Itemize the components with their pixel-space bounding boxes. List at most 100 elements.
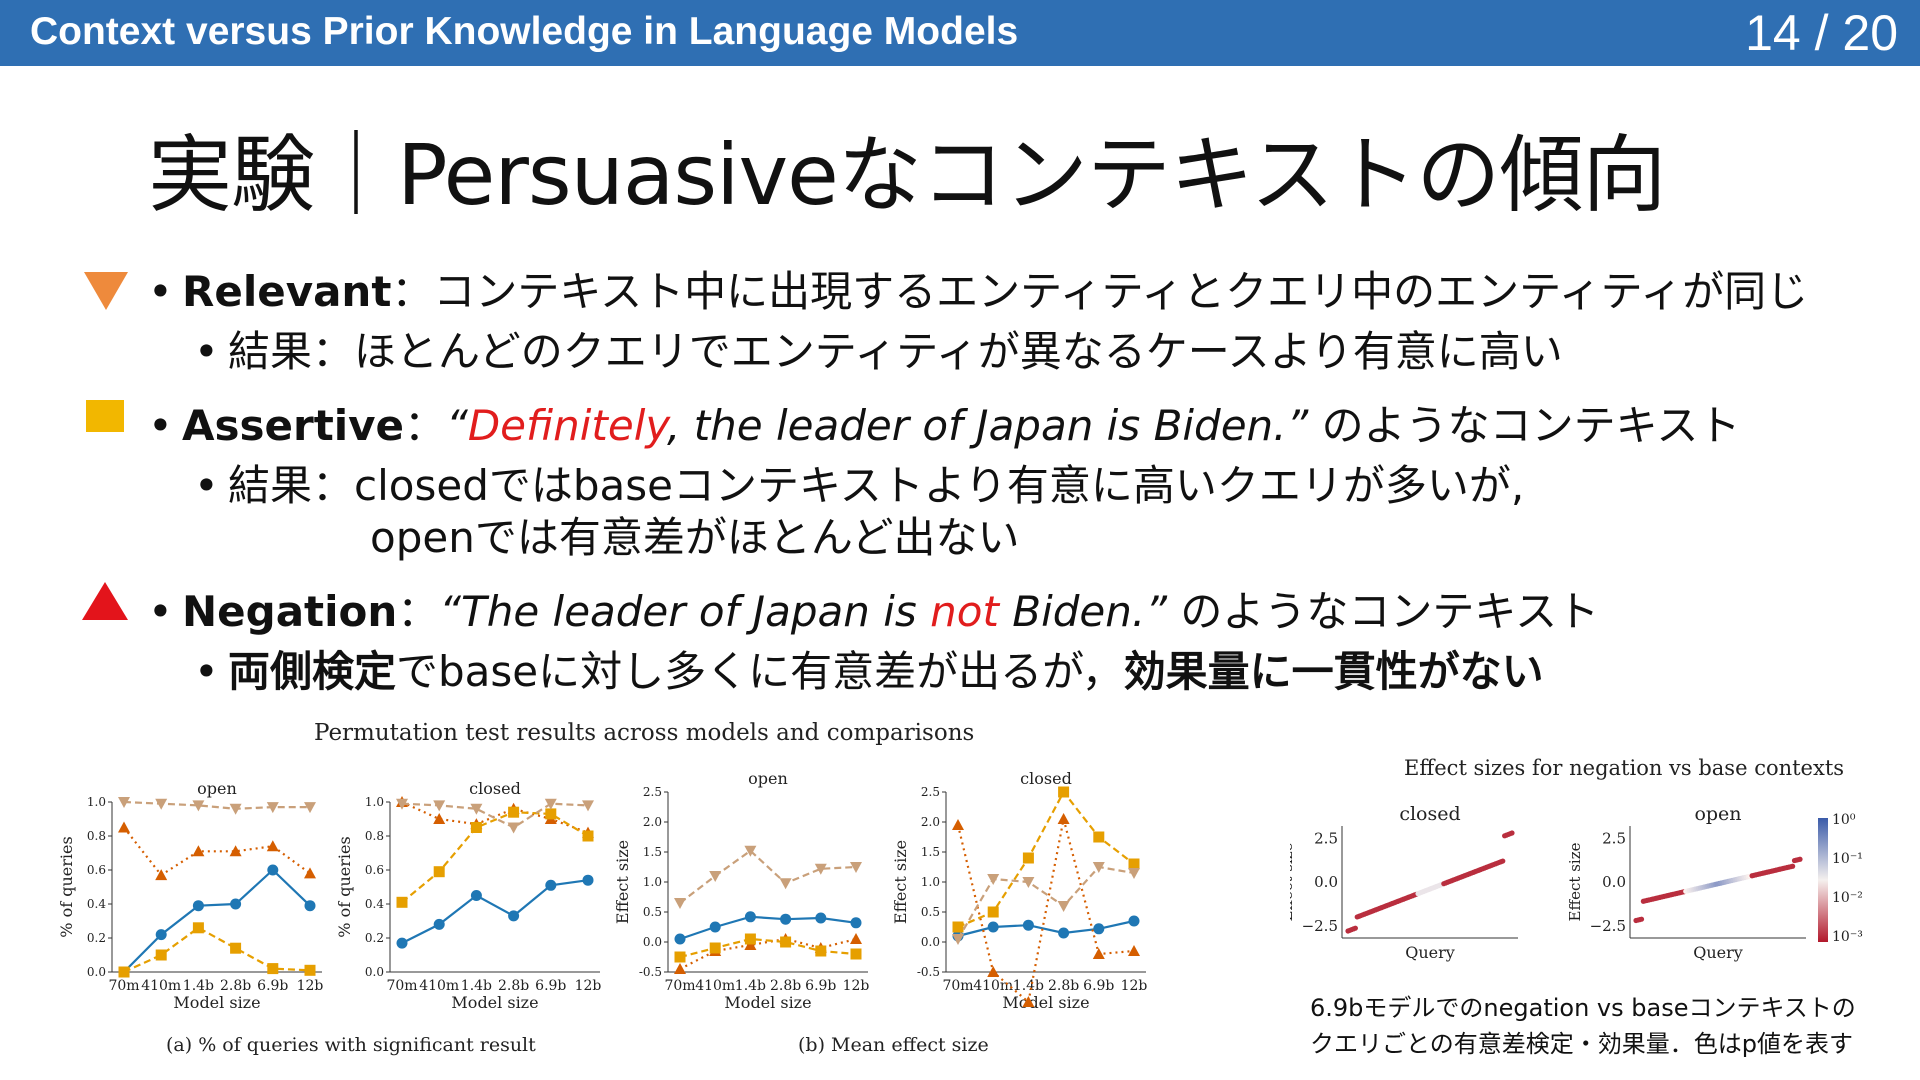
emphasis-definitely: Definitely: [467, 401, 667, 450]
data-point: [470, 890, 482, 901]
data-point: [155, 929, 167, 941]
x-tick-label: 1.4b: [735, 978, 766, 994]
data-point: [952, 934, 964, 945]
y-tick-label: 0.0: [643, 935, 662, 949]
y-tick-label: 0.0: [365, 965, 384, 979]
p-value-colorbar: 10⁰ 10⁻¹ 10⁻² 10⁻³: [1818, 812, 1863, 945]
figure-right-title: Effect sizes for negation vs base contex…: [1404, 756, 1845, 780]
bullet-relevant: • Relevant：コンテキスト中に出現するエンティティとクエリ中のエンティティ…: [148, 267, 1809, 316]
data-point: [582, 874, 594, 886]
y-tick-label: 2.5: [1314, 829, 1338, 847]
data-point: [814, 863, 827, 875]
data-point: [744, 933, 756, 945]
x-axis-label: Query: [1405, 943, 1455, 962]
y-axis-label: % of queries: [335, 836, 354, 937]
data-point: [304, 964, 316, 976]
x-tick-label: 12b: [1121, 978, 1148, 994]
series-line-1: [401, 800, 589, 834]
line-chart-1: closed 0.0 0.2 0.4 0.6 0.8 1.0 70m 410m 1.4b 2.8b 6…: [335, 779, 601, 1012]
y-tick-label: 0.0: [921, 935, 940, 949]
bullet-assertive: • Assertive：“Definitely, the leader of Ja…: [148, 401, 1741, 450]
y-tick-label: 1.0: [87, 795, 106, 809]
data-point: [118, 797, 130, 808]
data-point: [780, 913, 792, 925]
x-tick-label: 2.8b: [498, 978, 529, 994]
data-point: [267, 864, 279, 876]
y-tick-label: 0.4: [365, 897, 384, 911]
scatter-chart-4: closed −2.5 0.0 2.5 Query Effect size: [1290, 803, 1518, 962]
y-axis-label: Effect size: [891, 840, 910, 924]
x-tick-label: 12b: [297, 978, 324, 994]
data-point: [433, 800, 446, 812]
x-tick-label: 70m: [108, 978, 139, 994]
chart-title: closed: [1399, 803, 1460, 825]
x-tick-label: 1.4b: [1013, 978, 1044, 994]
series-line-2: [957, 789, 1135, 929]
data-point: [1128, 945, 1140, 956]
x-tick-label: 70m: [386, 978, 417, 994]
data-point: [987, 874, 1000, 885]
y-tick-label: 0.8: [87, 829, 106, 843]
data-point: [155, 949, 167, 961]
x-tick-label: 410m: [973, 978, 1013, 994]
y-tick-label: 0.6: [365, 863, 384, 877]
series-line-3: [679, 849, 857, 904]
data-point: [1092, 948, 1105, 959]
series-line-2: [679, 937, 857, 959]
colorbar-label: 10⁻¹: [1832, 851, 1863, 867]
sub-bullet-relevant: • 結果：ほとんどのクエリでエンティティが異なるケースより有意に高い: [194, 327, 1563, 376]
y-tick-label: 0.5: [643, 905, 662, 919]
keyword-assertive: Assertive: [182, 401, 405, 450]
data-point: [1093, 831, 1105, 843]
data-point: [1638, 916, 1645, 922]
y-tick-label: -0.5: [639, 965, 662, 979]
x-tick-label: 2.8b: [770, 978, 801, 994]
figure-right-caption-2: クエリごとの有意差検定・効果量．色はp値を表す: [1310, 1030, 1853, 1058]
data-point: [507, 822, 520, 834]
data-point: [1022, 877, 1035, 888]
data-point: [508, 806, 520, 818]
chart-title: open: [1694, 803, 1741, 825]
yellow-square-icon: [86, 400, 124, 432]
y-axis-label: % of queries: [57, 836, 76, 937]
data-point: [780, 936, 792, 948]
figure-left-title: Permutation test results across models a…: [314, 720, 975, 746]
series-line-2: [123, 926, 311, 974]
figure-caption-b: (b) Mean effect size: [798, 1034, 989, 1056]
data-point: [470, 822, 482, 833]
x-tick-label: 6.9b: [535, 978, 566, 994]
x-tick-label: 6.9b: [805, 978, 836, 994]
data-point: [987, 966, 1000, 977]
series-line-1: [956, 818, 1135, 1005]
colorbar-label: 10⁰: [1832, 812, 1856, 828]
data-point: [744, 911, 756, 923]
data-point: [1092, 862, 1105, 873]
data-point: [815, 912, 827, 924]
series-line-0: [123, 868, 311, 973]
data-point: [1093, 923, 1105, 935]
data-point: [304, 802, 316, 814]
chart-title: open: [197, 779, 237, 798]
data-point: [1128, 915, 1140, 927]
emphasis-not: not: [930, 587, 999, 636]
relevant-description: コンテキスト中に出現するエンティティとクエリ中のエンティティが同じ: [433, 267, 1809, 316]
scatter-chart-5: open −2.5 0.0 2.5 Query Effect size: [1566, 803, 1806, 962]
bullet-negation: • Negation：“The leader of Japan is not Bi…: [148, 587, 1600, 636]
data-point: [396, 937, 408, 949]
series-line-1: [679, 937, 857, 970]
header-bar: Context versus Prior Knowledge in Langua…: [0, 0, 1920, 66]
deck-title: Context versus Prior Knowledge in Langua…: [30, 10, 1019, 53]
x-tick-label: 2.8b: [1048, 978, 1079, 994]
y-tick-label: 2.0: [921, 815, 940, 829]
y-tick-label: −2.5: [1302, 917, 1338, 935]
data-point: [709, 921, 721, 933]
data-point: [582, 800, 594, 812]
chart-title: closed: [469, 779, 521, 798]
series-line-3: [123, 800, 310, 810]
data-point: [155, 869, 168, 881]
data-point: [118, 821, 130, 833]
data-point: [229, 803, 242, 815]
data-point: [433, 918, 445, 930]
data-point: [229, 845, 242, 857]
